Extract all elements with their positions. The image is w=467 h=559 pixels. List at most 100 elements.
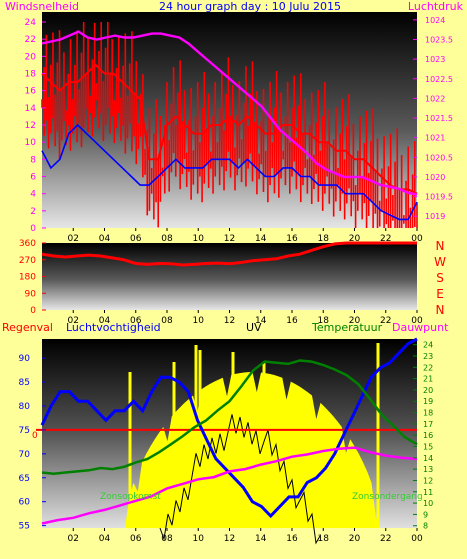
legend-regenval: Regenval xyxy=(2,321,53,334)
p3-right-tick-label: 19 xyxy=(423,397,433,406)
p1-xtick-label: 02 xyxy=(68,234,79,244)
p3-left-tick-label: 55 xyxy=(19,522,30,532)
p2-xtick-label: 18 xyxy=(318,316,330,326)
legend-luchtvochtigheid: Luchtvochtigheid xyxy=(66,321,161,334)
p2-left-tick-label: 0 xyxy=(30,306,36,316)
p1-xtick-label: 10 xyxy=(193,234,205,244)
legend-dauwpunt: Dauwpunt xyxy=(392,321,449,334)
panel-1-series xyxy=(41,22,418,228)
p1-left-tick-label: 24 xyxy=(25,18,37,28)
panel-3-series xyxy=(36,337,418,545)
solar-radiation-area xyxy=(125,372,380,528)
p3-left-tick-label: 75 xyxy=(19,426,30,436)
p1-left-tick-label: 4 xyxy=(30,190,36,200)
p1-right-tick-label: 1020.5 xyxy=(425,153,453,162)
p2-xtick-label: 00 xyxy=(411,316,423,326)
p1-left-tick-label: 22 xyxy=(25,35,36,45)
p1-left-tick-label: 10 xyxy=(25,138,37,148)
p1-xtick-label: 12 xyxy=(224,234,235,244)
direction-label: E xyxy=(436,287,444,301)
sunrise-label: Zonsopkomst xyxy=(100,492,161,502)
p3-xtick-label: 02 xyxy=(68,534,79,544)
wind-speed-line xyxy=(41,63,418,195)
p3-left-tick-label: 65 xyxy=(19,474,30,484)
p1-right-tick-label: 1019 xyxy=(425,212,445,221)
p3-left-tick-label: 90 xyxy=(19,354,31,364)
p1-right-tick-label: 1024 xyxy=(425,16,445,25)
p3-xtick-label: 08 xyxy=(161,534,173,544)
p1-xtick-label: 20 xyxy=(349,234,361,244)
p3-xtick-label: 16 xyxy=(286,534,298,544)
p3-right-tick-label: 15 xyxy=(423,443,433,452)
p3-right-tick-label: 22 xyxy=(423,363,433,372)
p3-right-tick-label: 11 xyxy=(423,488,433,497)
p3-right-tick-label: 21 xyxy=(423,375,433,384)
p3-xtick-label: 06 xyxy=(130,534,142,544)
p2-left-tick-label: 360 xyxy=(19,239,36,249)
p1-left-tick-label: 16 xyxy=(25,87,37,97)
p1-right-tick-label: 1023.5 xyxy=(425,35,453,44)
p2-xtick-label: 22 xyxy=(380,316,391,326)
panel-2-series xyxy=(41,241,417,267)
p1-left-tick-label: 8 xyxy=(30,155,36,165)
p1-left-tick-label: 0 xyxy=(30,224,36,234)
direction-label: W xyxy=(434,255,446,269)
p3-right-tick-label: 24 xyxy=(423,341,433,350)
direction-label: S xyxy=(436,271,444,285)
temperature-line xyxy=(41,359,418,475)
p3-left-tick-label: 60 xyxy=(19,498,31,508)
p3-right-tick-label: 16 xyxy=(423,431,433,440)
sunset-label: Zonsondergang xyxy=(352,492,423,502)
p1-xtick-label: 18 xyxy=(318,234,330,244)
direction-label: N xyxy=(436,239,445,253)
p3-xtick-label: 00 xyxy=(411,534,423,544)
p3-right-tick-label: 23 xyxy=(423,352,433,361)
p2-xtick-label: 02 xyxy=(68,316,79,326)
p1-right-tick-label: 1022 xyxy=(425,94,445,103)
p1-left-tick-label: 6 xyxy=(30,173,36,183)
p3-right-tick-label: 17 xyxy=(423,420,433,429)
p1-left-tick-label: 14 xyxy=(25,104,37,114)
rain-zero-label: 0 xyxy=(32,431,38,441)
p1-left-tick-label: 20 xyxy=(25,52,37,62)
p1-right-tick-label: 1019.5 xyxy=(425,193,453,202)
p3-right-tick-label: 14 xyxy=(423,454,433,463)
p1-right-tick-label: 1020 xyxy=(425,173,445,182)
p3-xtick-label: 14 xyxy=(255,534,267,544)
right-axis-title: Luchtdruk xyxy=(408,0,464,13)
left-axis-title: Windsnelheid xyxy=(5,0,79,13)
p1-xtick-label: 08 xyxy=(161,234,173,244)
p2-left-tick-label: 180 xyxy=(19,273,36,283)
panel-1-axes: 02468101214161820222410191019.510201020.… xyxy=(25,16,453,244)
p1-xtick-label: 04 xyxy=(99,234,111,244)
p3-left-tick-label: 80 xyxy=(19,402,31,412)
p1-left-tick-label: 18 xyxy=(25,70,37,80)
p1-xtick-label: 16 xyxy=(286,234,298,244)
wind-direction-line xyxy=(41,241,417,267)
legend-temperatuur: Temperatuur xyxy=(311,321,383,334)
p2-xtick-label: 10 xyxy=(193,316,205,326)
uv-line xyxy=(159,414,321,545)
p2-xtick-label: 14 xyxy=(255,316,267,326)
p3-xtick-label: 22 xyxy=(380,534,391,544)
p3-xtick-label: 04 xyxy=(99,534,111,544)
p2-xtick-label: 08 xyxy=(161,316,173,326)
p2-xtick-label: 16 xyxy=(286,316,298,326)
p3-xtick-label: 20 xyxy=(349,534,361,544)
legend-uv: UV xyxy=(246,321,262,334)
p1-right-tick-label: 1021 xyxy=(425,134,445,143)
p2-xtick-label: 04 xyxy=(99,316,111,326)
dewpoint-line xyxy=(41,446,418,525)
direction-label: N xyxy=(436,303,445,317)
pressure-line xyxy=(41,30,418,196)
p1-xtick-label: 22 xyxy=(380,234,391,244)
p1-xtick-label: 06 xyxy=(130,234,142,244)
panel-2-axes: 0 90 180 270 360 02 04 06 08 10 12 14 16 18 20 22 00 xyxy=(19,239,423,326)
p1-right-tick-label: 1023 xyxy=(425,55,445,64)
p2-xtick-label: 20 xyxy=(349,316,361,326)
humidity-line xyxy=(40,337,418,519)
p3-right-tick-label: 18 xyxy=(423,409,433,418)
